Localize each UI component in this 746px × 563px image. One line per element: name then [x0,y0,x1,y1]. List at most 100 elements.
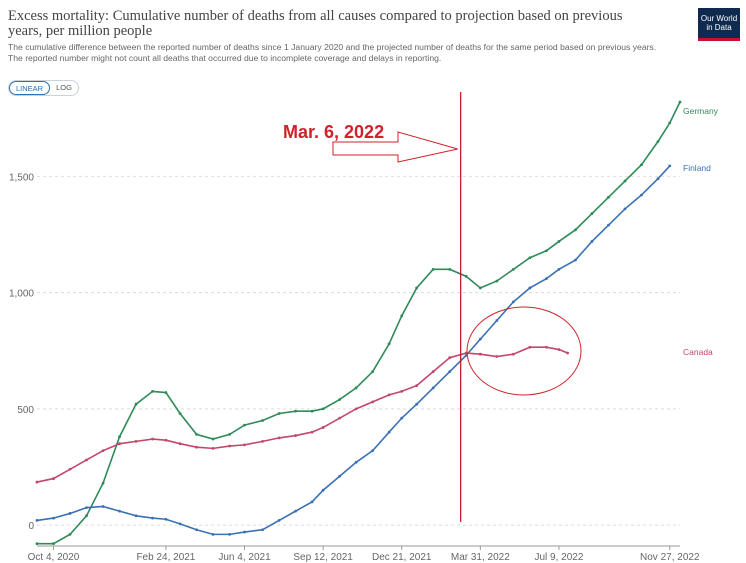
canada-point [415,384,419,387]
germany-point [277,412,281,415]
germany-point [228,433,231,436]
finland-point [415,402,419,406]
canada-label: Canada [683,347,713,357]
canada-point [85,458,88,462]
germany-point [623,179,627,183]
finland-point [623,207,627,211]
chart-title: Excess mortality: Cumulative number of d… [8,8,623,39]
canada-point [68,467,72,471]
germany-point [574,228,577,232]
germany-point [400,314,404,318]
finland-point [574,258,577,262]
finland-point [321,488,325,492]
canada-point [528,345,532,349]
germany-point [464,274,468,278]
canada-point [243,443,246,447]
canada-point [261,439,265,443]
germany-point [354,386,358,390]
subtitle-line-1: The cumulative difference between the re… [8,42,657,52]
finland-point [668,164,672,168]
canada-point [371,400,375,404]
canada-point [277,436,281,440]
canada-point [195,445,198,449]
germany-point [164,391,168,394]
germany-point [431,267,435,271]
germany-point [35,542,39,546]
germany-point [415,286,419,290]
finland-point [607,223,610,227]
finland-point [544,277,548,281]
finland-point [590,240,594,243]
finland-point [118,509,121,513]
germany-point [52,542,55,546]
x-tick-label: Sep 12, 2021 [293,552,353,563]
logo-line-1: Our World [700,14,738,23]
y-tick-label: 500 [17,405,34,416]
finland-point [528,286,532,290]
finland-point [211,532,215,536]
canada-line [36,346,568,483]
canada-point [354,407,358,411]
canada-point [400,390,404,393]
germany-point [656,140,660,143]
germany-point [557,240,561,243]
finland-point [243,530,246,534]
canada-point [557,348,561,351]
log-scale-button[interactable]: LOG [56,83,72,92]
germany-point [85,514,88,518]
x-tick-label: Oct 4, 2020 [28,552,80,563]
highlight-ellipse [466,306,582,396]
finland-point [261,528,265,532]
germany-point [448,267,452,271]
germany-line [37,101,681,545]
canada-point [35,480,39,484]
canada-point [566,351,569,355]
germany-point [387,342,391,346]
germany-point [607,195,610,199]
finland-label: Finland [683,163,711,173]
germany-point [640,163,643,167]
germany-point [211,437,215,441]
germany-point [678,100,682,104]
finland-point [195,528,198,532]
finland-point [52,516,55,520]
canada-point [478,352,482,356]
canada-point [151,437,154,441]
canada-point [310,430,314,434]
canada-point [134,439,138,443]
finland-point [431,386,435,390]
x-tick-label: Nov 27, 2022 [640,552,700,563]
x-tick-label: Dec 21, 2021 [372,552,432,563]
finland-point [68,512,72,515]
finland-point [178,522,182,526]
finland-point [134,514,138,518]
germany-point [495,279,499,283]
germany-point [310,409,314,413]
finland-point [294,509,298,513]
finland-point [511,300,515,304]
logo-line-2: in Data [706,23,732,32]
annotation-label: Mar. 6, 2022 [283,122,384,142]
canada-point [294,434,298,437]
finland-point [640,193,643,197]
annotation-arrow [332,131,458,163]
finland-point [354,460,358,464]
gridlines [37,175,680,547]
germany-point [261,419,265,422]
germany-point [101,481,105,485]
canada-point [178,442,182,446]
finland-point [228,532,231,536]
canada-point [321,426,325,429]
x-tick-label: Feb 24, 2021 [136,552,195,563]
linear-scale-button[interactable]: LINEAR [9,81,51,95]
scale-toggle: LINEAR LOG [8,80,79,96]
germany-point [544,249,548,253]
finland-point [85,506,88,510]
canada-point [101,449,105,453]
y-axis-ticks: 0 500 1,000 1,500 [9,172,34,532]
canada-point [431,370,435,374]
owid-logo[interactable]: Our World in Data [698,8,740,41]
germany-point [68,532,72,536]
germany-point [294,409,298,413]
